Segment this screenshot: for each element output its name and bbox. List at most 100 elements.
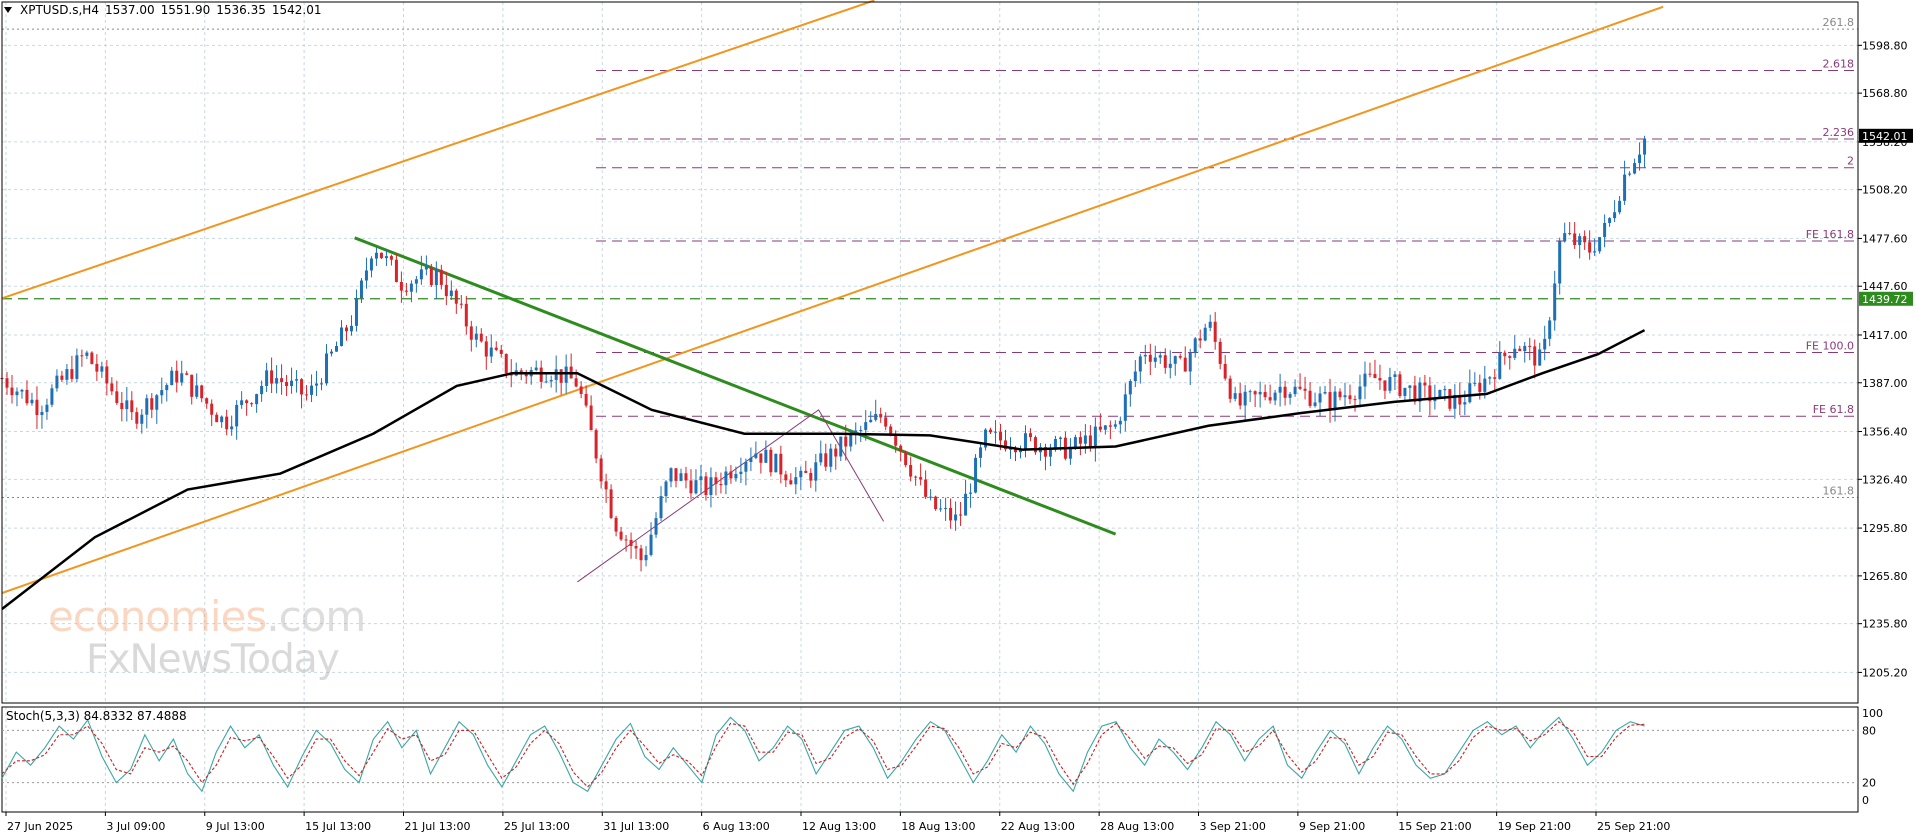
candle-body <box>414 279 418 284</box>
candle-body <box>40 411 44 416</box>
candle-body <box>479 333 483 342</box>
candle-body <box>240 400 244 405</box>
candle-body <box>444 284 448 297</box>
candle-body <box>494 347 498 350</box>
candle-body <box>1238 393 1242 406</box>
candle-body <box>320 383 324 385</box>
candle-body <box>754 453 758 458</box>
candle-body <box>1623 174 1627 201</box>
candle-body <box>974 457 978 493</box>
candle-body <box>609 489 613 518</box>
candle-body <box>689 480 693 494</box>
candle-body <box>1543 338 1547 350</box>
current-price-value: 1542.01 <box>1862 130 1908 143</box>
trend-drawings <box>1 0 1664 595</box>
candle-body <box>1498 352 1502 379</box>
price-tick-label: 1477.60 <box>1862 232 1908 245</box>
candle-body <box>1628 173 1632 175</box>
candle-body <box>1343 395 1347 398</box>
candle-body <box>1523 345 1527 352</box>
grid <box>2 2 1858 812</box>
candle-body <box>330 351 334 354</box>
candle-body <box>369 258 373 271</box>
candle-body <box>909 465 913 477</box>
candle-body <box>1398 374 1402 396</box>
downtrend-line <box>354 236 1117 536</box>
candle-body <box>1193 338 1197 354</box>
candle-body <box>384 256 388 259</box>
candle-body <box>679 473 683 481</box>
candle-body <box>699 476 703 481</box>
candle-body <box>1043 447 1047 457</box>
candle-body <box>844 436 848 447</box>
candle-body <box>644 554 648 561</box>
candle-body <box>1108 425 1112 427</box>
dropdown-triangle-icon[interactable] <box>4 7 12 13</box>
candle-body <box>165 385 169 391</box>
candle-body <box>464 303 468 327</box>
candle-body <box>1048 449 1052 457</box>
candle-body <box>75 355 79 379</box>
candle-body <box>1428 385 1432 402</box>
candle-body <box>335 346 339 352</box>
candle-body <box>1293 386 1297 395</box>
candle-body <box>70 369 74 379</box>
candle-body <box>1443 389 1447 391</box>
candle-body <box>1468 383 1472 403</box>
candle-body <box>984 429 988 448</box>
candle-body <box>794 477 798 485</box>
candle-body <box>1358 386 1362 400</box>
candle-body <box>100 366 104 372</box>
candle-body <box>694 480 698 494</box>
candle-body <box>1098 426 1102 430</box>
candle-body <box>874 413 878 420</box>
watermark-economies: economies.com <box>48 592 366 641</box>
candle-body <box>260 385 264 395</box>
candle-body <box>594 430 598 459</box>
candle-body <box>439 269 443 285</box>
candle-body <box>295 379 299 381</box>
candle-body <box>125 400 129 410</box>
candle-body <box>824 453 828 467</box>
price-tick-label: 1417.00 <box>1862 329 1908 342</box>
candle-body <box>849 432 853 447</box>
candle-body <box>1453 394 1457 409</box>
time-tick-label: 19 Sep 21:00 <box>1498 820 1571 833</box>
candle-body <box>1588 242 1592 253</box>
candle-body <box>709 477 713 495</box>
candle-body <box>325 353 329 384</box>
candle-body <box>220 416 224 423</box>
candle-body <box>95 363 99 372</box>
candle-body <box>155 395 159 410</box>
candle-body <box>1483 378 1487 392</box>
candle-body <box>1093 426 1097 448</box>
candle-body <box>1268 397 1272 401</box>
candle-body <box>734 474 738 479</box>
candle-body <box>1323 392 1327 394</box>
candle-body <box>1223 363 1227 379</box>
candle-body <box>210 403 214 415</box>
candle-body <box>769 449 773 473</box>
price-tick-label: 1205.20 <box>1862 666 1908 679</box>
candle-body <box>1028 433 1032 438</box>
candle-body <box>5 378 9 388</box>
candle-body <box>629 539 633 546</box>
candle-body <box>349 325 353 332</box>
candle-body <box>1198 338 1202 341</box>
candle-body <box>1558 241 1562 284</box>
candle-body <box>1333 391 1337 411</box>
candle-body <box>280 378 284 383</box>
candle-body <box>499 349 503 355</box>
time-axis: 27 Jun 2025 3 Jul 09:00 9 Jul 13:00 15 Jul … <box>5 812 1670 833</box>
chart-frame <box>1 1 1859 813</box>
candle-body <box>544 381 548 383</box>
candle-body <box>584 393 588 406</box>
candle-body <box>1413 385 1417 402</box>
candle-body <box>315 383 319 386</box>
candle-body <box>839 436 843 457</box>
candle-body <box>869 419 873 423</box>
candle-body <box>399 281 403 291</box>
candle-body <box>1478 382 1482 392</box>
moving-average <box>1 329 1646 610</box>
